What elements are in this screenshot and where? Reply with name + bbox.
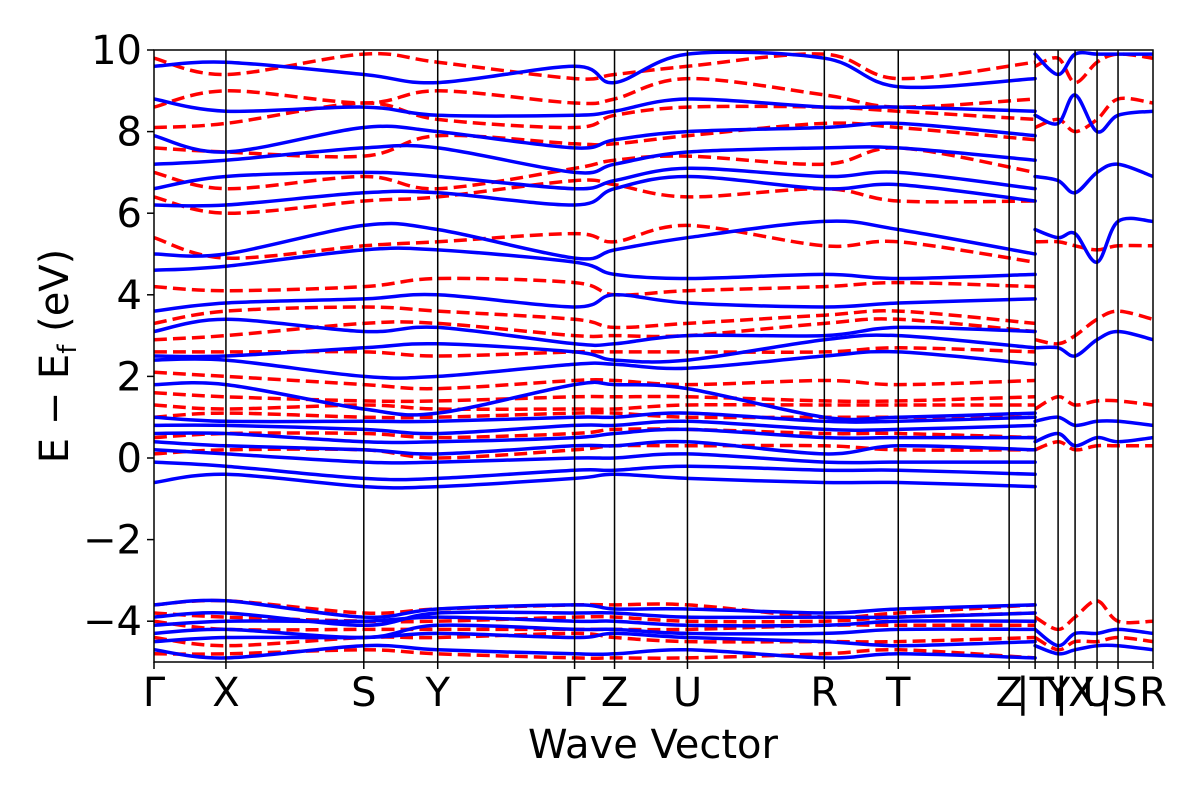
dashed-band-14 bbox=[154, 276, 1036, 297]
y-axis-label-unit: (eV) bbox=[32, 249, 78, 345]
dashed-band-25 bbox=[1035, 239, 1153, 252]
y-tick-label-6: 8 bbox=[117, 110, 142, 156]
kpath-lines bbox=[225, 50, 1119, 662]
solid-band-5 bbox=[154, 598, 1037, 620]
plot-frame bbox=[153, 49, 1154, 663]
solid-band-21 bbox=[154, 166, 1037, 191]
solid-band-28 bbox=[1033, 329, 1153, 358]
solid-band-25 bbox=[154, 50, 1037, 90]
dashed-band-13 bbox=[154, 305, 1036, 330]
solid-band-10 bbox=[154, 427, 1037, 445]
solid-band-26 bbox=[1033, 431, 1153, 448]
solid-band-9 bbox=[154, 439, 1037, 456]
solid-band-19 bbox=[154, 219, 1037, 261]
y-tick-label-5: 6 bbox=[117, 191, 142, 237]
y-axis-label-main: E − E bbox=[32, 354, 78, 464]
x-tick-label-13: U bbox=[1082, 670, 1111, 716]
solid-band-24 bbox=[154, 97, 1037, 118]
y-axis-label: E − Ef (eV) bbox=[32, 249, 83, 464]
solid-band-0 bbox=[154, 643, 1037, 660]
dashed-band-8 bbox=[154, 402, 1036, 412]
dashed-band-23 bbox=[1034, 395, 1153, 411]
x-tick-label-9: Z bbox=[995, 670, 1022, 716]
solid-band-18 bbox=[154, 246, 1037, 281]
dashed-band-6 bbox=[154, 427, 1036, 440]
x-axis-ticks: Γ X S Y Γ Z U R T Z|TY|XU|S R bbox=[143, 662, 1167, 716]
x-tick-label-14: |S bbox=[1099, 670, 1138, 716]
x-tick-label-10: |T bbox=[1016, 670, 1054, 716]
solid-band-11 bbox=[154, 419, 1037, 436]
solid-band-30 bbox=[1033, 162, 1153, 195]
solid-band-17 bbox=[154, 292, 1037, 313]
dashed-band-4 bbox=[154, 598, 1036, 620]
dashed-band-29 bbox=[1034, 635, 1153, 652]
dashed-band-22 bbox=[1034, 439, 1153, 452]
solid-band-1 bbox=[154, 631, 1037, 648]
y-tick-label-0: −4 bbox=[83, 599, 142, 645]
dashed-band-26 bbox=[1034, 96, 1153, 134]
y-axis-label-subscript: f bbox=[53, 344, 83, 354]
y-tick-label-4: 4 bbox=[117, 273, 142, 319]
y-tick-label-2: 0 bbox=[117, 436, 142, 482]
y-tick-label-7: 10 bbox=[91, 28, 142, 74]
dashed-band-24 bbox=[1034, 309, 1153, 346]
dashed-band-21 bbox=[154, 51, 1036, 81]
y-tick-label-3: 2 bbox=[117, 354, 142, 400]
solid-band-2 bbox=[154, 623, 1037, 640]
x-tick-label-1: X bbox=[212, 670, 239, 716]
y-axis-ticks: −4 −2 0 2 4 6 8 10 bbox=[83, 28, 154, 645]
x-tick-label-3: Y bbox=[424, 670, 450, 716]
dashed-band-19 bbox=[154, 101, 1036, 130]
bands-layer bbox=[154, 50, 1153, 660]
dashed-band-18 bbox=[154, 121, 1036, 159]
dashed-band-16 bbox=[154, 178, 1036, 215]
solid-band-31 bbox=[1033, 93, 1153, 134]
x-tick-label-2: S bbox=[351, 670, 376, 716]
solid-band-27 bbox=[1033, 415, 1153, 428]
solid-band-20 bbox=[154, 174, 1037, 208]
dashed-band-9 bbox=[154, 390, 1036, 404]
solid-band-6 bbox=[154, 472, 1037, 490]
x-tick-label-15: R bbox=[1139, 670, 1167, 716]
solid-band-13 bbox=[154, 380, 1037, 422]
solid-band-12 bbox=[154, 411, 1037, 424]
dashed-band-15 bbox=[154, 223, 1036, 264]
solid-band-16 bbox=[154, 317, 1037, 348]
solid-band-4 bbox=[154, 610, 1037, 628]
solid-band-7 bbox=[154, 460, 1037, 482]
x-tick-label-0: Γ bbox=[143, 670, 166, 716]
solid-band-8 bbox=[154, 448, 1037, 465]
y-tick-label-1: −2 bbox=[83, 518, 142, 564]
x-tick-label-11: Y bbox=[1045, 670, 1071, 716]
dashed-band-17 bbox=[154, 146, 1036, 191]
dashed-band-20 bbox=[154, 76, 1036, 109]
solid-band-34 bbox=[1033, 643, 1153, 656]
solid-band-22 bbox=[154, 143, 1037, 175]
x-tick-label-7: R bbox=[810, 670, 838, 716]
solid-band-32 bbox=[1033, 50, 1153, 77]
x-tick-label-4: Γ bbox=[563, 670, 586, 716]
solid-band-14 bbox=[154, 349, 1037, 380]
dashed-band-10 bbox=[154, 370, 1036, 391]
x-tick-label-6: U bbox=[673, 670, 702, 716]
dashed-band-27 bbox=[1034, 52, 1153, 85]
solid-band-33 bbox=[1033, 627, 1153, 648]
solid-band-15 bbox=[154, 333, 1037, 364]
dashed-band-28 bbox=[1034, 599, 1153, 632]
solid-band-23 bbox=[154, 121, 1037, 154]
x-axis-label: Wave Vector bbox=[528, 722, 779, 768]
solid-band-29 bbox=[1033, 216, 1153, 264]
x-tick-label-8: T bbox=[885, 670, 911, 716]
x-tick-label-5: Z bbox=[601, 670, 628, 716]
x-tick-label-12: |X bbox=[1055, 670, 1096, 716]
dashed-band-12 bbox=[154, 317, 1036, 342]
